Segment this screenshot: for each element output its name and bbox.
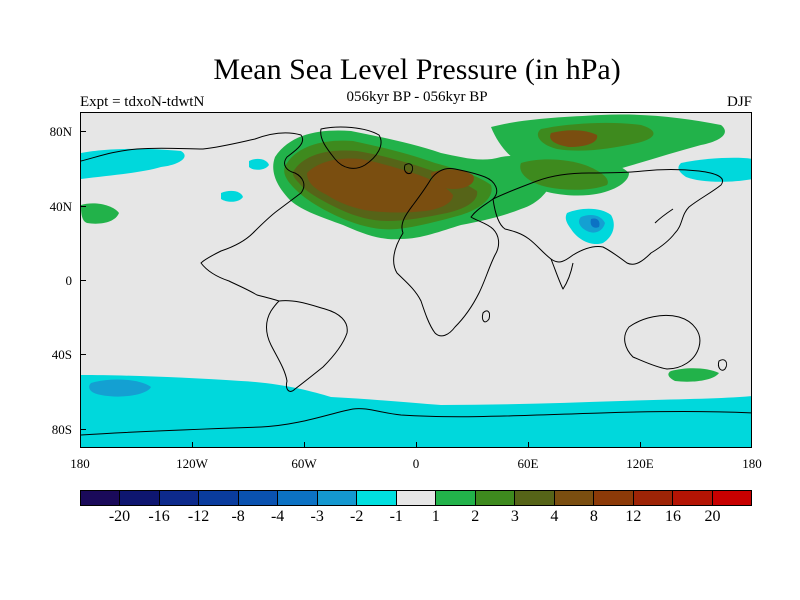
colorbar-box xyxy=(436,491,476,505)
colorbar-label: 20 xyxy=(704,508,721,525)
coast-australia xyxy=(624,314,701,370)
colorbar-label: -3 xyxy=(310,508,324,525)
contour-antarctic-low xyxy=(81,409,751,447)
colorbar-label: 3 xyxy=(510,508,519,525)
coast-europe-africa xyxy=(393,168,500,337)
contour-arctic-brown xyxy=(550,130,598,147)
colorbar-box xyxy=(357,491,397,505)
colorbar-label: -1 xyxy=(389,508,403,525)
contour-southern-blue xyxy=(89,379,151,397)
contour-north-pacific xyxy=(81,148,185,179)
lat-tick xyxy=(80,429,86,430)
colorbar-box xyxy=(199,491,239,505)
pressure-map-svg xyxy=(81,113,751,447)
map-plot-area xyxy=(80,112,752,448)
lon-tick xyxy=(416,442,417,448)
lon-label-120w: 120W xyxy=(176,456,208,471)
lat-label-80n: 80N xyxy=(49,124,72,139)
coast-antarctica xyxy=(81,408,751,436)
experiment-label: Expt = tdxoN-tdwtN xyxy=(80,94,205,110)
colorbar-box xyxy=(396,491,437,505)
contour-canada-cyan xyxy=(249,158,269,170)
lon-label-180w: 180 xyxy=(70,456,90,471)
lat-label-40s: 40S xyxy=(51,347,72,362)
lon-tick xyxy=(304,442,305,448)
lon-tick xyxy=(640,442,641,448)
coastlines xyxy=(81,126,751,436)
colorbar-label: 8 xyxy=(589,508,598,525)
colorbar-label: 16 xyxy=(664,508,681,525)
lat-label-40n: 40N xyxy=(49,199,72,214)
coast-greenland xyxy=(320,126,382,169)
coast-madagascar xyxy=(482,310,490,323)
lon-tick xyxy=(192,442,193,448)
colorbar-box xyxy=(120,491,160,505)
coast-north-america xyxy=(81,132,305,302)
colorbar-label: -2 xyxy=(350,508,364,525)
chart-title: Mean Sea Level Pressure (in hPa) xyxy=(213,53,621,86)
contour-east-pacific-green xyxy=(81,203,119,224)
colorbar-box xyxy=(159,491,200,505)
colorbar-label: -8 xyxy=(231,508,245,525)
colorbar-box xyxy=(554,491,595,505)
lat-tick xyxy=(80,131,86,132)
contour-south-pacific-green xyxy=(668,368,719,382)
coast-japan xyxy=(654,208,674,224)
colorbar-label: 2 xyxy=(471,508,480,525)
colorbar-box xyxy=(712,491,751,505)
colorbar-box xyxy=(633,491,674,505)
coast-asia xyxy=(492,169,723,265)
colorbar-box xyxy=(278,491,318,505)
colorbar-box xyxy=(515,491,555,505)
colorbar-label: -20 xyxy=(108,508,131,525)
lat-label-0: 0 xyxy=(65,273,73,288)
colorbar xyxy=(80,490,752,506)
coast-india xyxy=(550,258,574,290)
chart-subtitle: 056kyr BP - 056kyr BP xyxy=(346,89,488,105)
contour-europe-brown xyxy=(431,169,474,189)
season-label: DJF xyxy=(726,94,752,110)
lon-label-180e: 180 xyxy=(742,456,762,471)
colorbar-box xyxy=(238,491,279,505)
colorbar-box xyxy=(475,491,516,505)
contour-atlantic-brown xyxy=(307,158,453,213)
contour-west-npac xyxy=(678,157,751,182)
coast-uk xyxy=(404,163,414,174)
contour-asia-low-core xyxy=(590,218,600,228)
lat-tick xyxy=(80,280,86,281)
lon-label-60e: 60E xyxy=(517,456,539,471)
lon-label-0: 0 xyxy=(412,456,420,471)
lon-tick xyxy=(528,442,529,448)
coast-south-america xyxy=(266,300,348,392)
colorbar-box xyxy=(594,491,634,505)
colorbar-label: 4 xyxy=(550,508,559,525)
colorbar-label: 1 xyxy=(431,508,440,525)
colorbar-label: 12 xyxy=(625,508,642,525)
colorbar-label: -4 xyxy=(270,508,285,525)
colorbar-label: -16 xyxy=(148,508,170,525)
lat-label-80s: 80S xyxy=(51,422,72,437)
contour-atlantic-cyan xyxy=(221,190,243,202)
colorbar-box xyxy=(673,491,713,505)
lat-tick xyxy=(80,354,86,355)
colorbar-box xyxy=(317,491,358,505)
coast-nz xyxy=(718,359,728,371)
colorbar-box xyxy=(81,491,121,505)
lon-label-60w: 60W xyxy=(291,456,317,471)
colorbar-label: -12 xyxy=(187,508,210,525)
lat-tick xyxy=(80,206,86,207)
lon-label-120e: 120E xyxy=(626,456,654,471)
